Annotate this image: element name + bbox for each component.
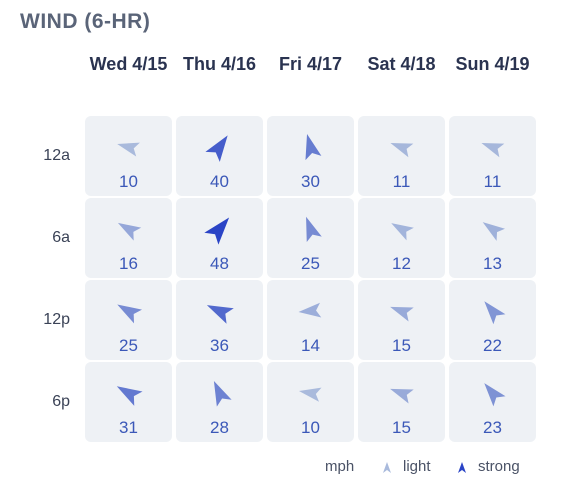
arrow-icon: [484, 301, 506, 325]
wind-speed: 15: [392, 418, 411, 437]
wind-cell: 23: [449, 362, 536, 442]
wind-speed: 36: [210, 336, 229, 355]
wind-speed: 14: [301, 336, 320, 355]
wind-speed: 11: [392, 172, 411, 191]
arrow-icon: [117, 304, 143, 324]
wind-speed: 48: [210, 254, 229, 273]
wind-arrow: [484, 301, 506, 325]
wind-speed: 31: [119, 418, 138, 437]
legend-light: light: [403, 458, 431, 475]
legend-light-icon: [383, 462, 391, 473]
arrow-icon: [305, 134, 322, 161]
column-header: Sun 4/19: [455, 54, 530, 74]
arrow-icon: [390, 388, 414, 404]
row-label: 12a: [43, 147, 70, 164]
wind-speed: 11: [483, 172, 502, 191]
wind-cell: 11: [449, 116, 536, 196]
arrow-icon: [298, 302, 322, 318]
wind-arrow: [390, 306, 414, 322]
arrow-icon: [206, 305, 234, 324]
legend-strong-icon: [458, 462, 466, 473]
wind-cell: 28: [176, 362, 263, 442]
wind-cell: 22: [449, 280, 536, 360]
row-label: 12p: [43, 311, 70, 328]
arrow-icon: [481, 142, 505, 158]
title: WIND (6-HR): [20, 10, 151, 33]
arrow-icon: [213, 381, 232, 407]
wind-arrow: [117, 142, 140, 157]
wind-arrow: [390, 142, 414, 158]
wind-cell: 15: [358, 362, 445, 442]
wind-speed: 10: [301, 418, 320, 437]
wind-cell: 15: [358, 280, 445, 360]
arrow-icon: [484, 383, 506, 407]
arrow-icon: [117, 142, 140, 157]
wind-cell: 16: [85, 198, 172, 278]
arrow-icon: [117, 222, 142, 241]
wind-cell: 10: [267, 362, 354, 442]
wind-arrow: [390, 388, 414, 404]
wind-speed: 25: [119, 336, 138, 355]
wind-cell: 25: [267, 198, 354, 278]
row-label: 6a: [52, 229, 70, 246]
row-label: 6p: [52, 393, 70, 410]
wind-speed: 22: [483, 336, 502, 355]
wind-speed: 15: [392, 336, 411, 355]
arrow-icon: [482, 222, 506, 241]
arrow-icon: [306, 216, 322, 243]
wind-cell: 10: [85, 116, 172, 196]
arrow-icon: [391, 223, 414, 241]
wind-arrow: [305, 134, 322, 161]
wind-arrow: [482, 222, 506, 241]
wind-speed: 10: [119, 172, 138, 191]
column-header: Wed 4/15: [89, 54, 168, 74]
wind-arrow: [204, 217, 230, 245]
wind-cell: 36: [176, 280, 263, 360]
wind-arrow: [298, 387, 322, 402]
wind-arrow: [206, 305, 234, 324]
wind-speed: 25: [301, 254, 320, 273]
wind-cell: 11: [358, 116, 445, 196]
wind-cell: 14: [267, 280, 354, 360]
wind-cell: 30: [267, 116, 354, 196]
arrow-icon: [390, 306, 414, 322]
wind-arrow: [116, 386, 143, 406]
arrow-icon: [205, 135, 228, 162]
legend-unit: mph: [325, 458, 355, 475]
wind-cell: 13: [449, 198, 536, 278]
wind-cell: 12: [358, 198, 445, 278]
wind-speed: 23: [483, 418, 502, 437]
column-header: Sat 4/18: [367, 54, 436, 74]
arrow-icon: [390, 142, 414, 158]
wind-speed: 13: [483, 254, 502, 273]
wind-cell: 25: [85, 280, 172, 360]
wind-speed: 30: [301, 172, 320, 191]
wind-arrow: [117, 222, 142, 241]
wind-arrow: [117, 304, 143, 324]
wind-cell: 31: [85, 362, 172, 442]
wind-speed: 12: [392, 254, 411, 273]
arrow-icon: [116, 386, 143, 406]
arrow-icon: [298, 387, 322, 402]
wind-arrow: [306, 216, 322, 243]
wind-cell: 40: [176, 116, 263, 196]
wind-speed: 16: [119, 254, 138, 273]
wind-speed: 28: [210, 418, 229, 437]
wind-arrow: [205, 135, 228, 162]
wind-arrow: [481, 142, 505, 158]
wind-cell: 48: [176, 198, 263, 278]
wind-arrow: [391, 223, 414, 241]
wind-arrow: [213, 381, 232, 407]
legend-strong: strong: [478, 458, 520, 475]
arrow-icon: [204, 217, 230, 245]
wind-arrow: [298, 302, 322, 318]
column-header: Thu 4/16: [182, 54, 257, 74]
column-header: Fri 4/17: [278, 54, 343, 74]
wind-arrow: [484, 383, 506, 407]
wind-speed: 40: [210, 172, 229, 191]
